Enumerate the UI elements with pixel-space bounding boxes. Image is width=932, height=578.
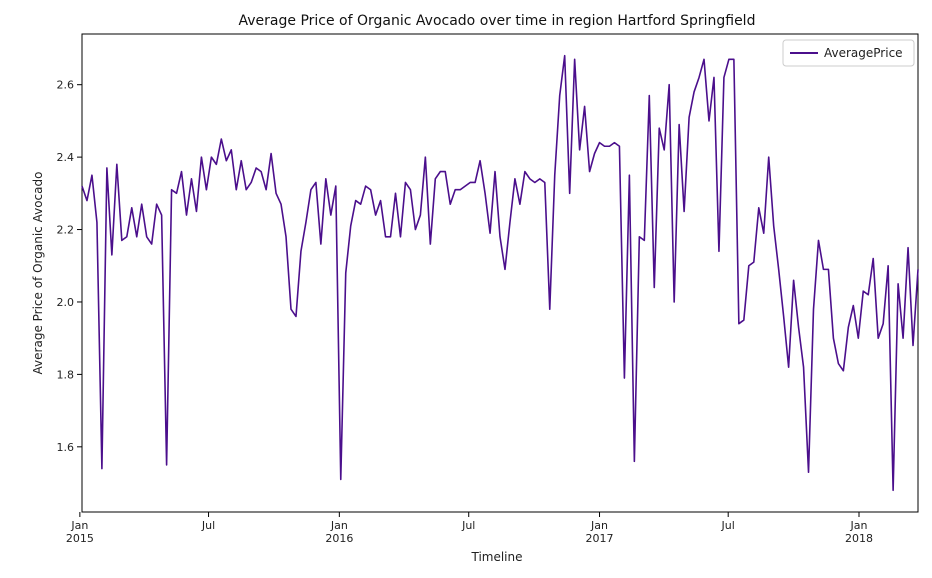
x-tick-year-label: 2018: [845, 532, 873, 545]
y-tick-label: 2.2: [57, 224, 75, 237]
y-axis-label: Average Price of Organic Avocado: [31, 172, 45, 375]
x-tick-label: Jan: [850, 519, 868, 532]
x-tick-label: Jan: [330, 519, 348, 532]
y-tick-label: 2.0: [57, 296, 75, 309]
x-tick-year-label: 2017: [586, 532, 614, 545]
x-tick-label: Jul: [201, 519, 215, 532]
series-line-averageprice: [81, 54, 919, 492]
y-tick-label: 1.6: [57, 441, 75, 454]
x-tick-label: Jan: [590, 519, 608, 532]
legend-box: [782, 39, 915, 67]
x-tick-label: Jul: [721, 519, 735, 532]
legend: AveragePrice: [782, 39, 915, 67]
x-tick-year-label: 2015: [66, 532, 94, 545]
x-tick-label: Jul: [461, 519, 475, 532]
legend-label: AveragePrice: [824, 46, 903, 60]
y-axis-ticks: 1.6 1.8 2.0 2.2 2.4 2.6: [57, 79, 82, 454]
x-axis-label: Timeline: [470, 550, 522, 564]
y-tick-label: 2.6: [57, 79, 75, 92]
x-tick-label: Jan: [70, 519, 88, 532]
chart-title: Average Price of Organic Avocado over ti…: [239, 13, 756, 29]
y-tick-label: 2.4: [57, 151, 75, 164]
y-tick-label: 1.8: [57, 368, 75, 381]
x-tick-year-label: 2016: [325, 532, 353, 545]
plot-area-frame: [81, 33, 919, 513]
